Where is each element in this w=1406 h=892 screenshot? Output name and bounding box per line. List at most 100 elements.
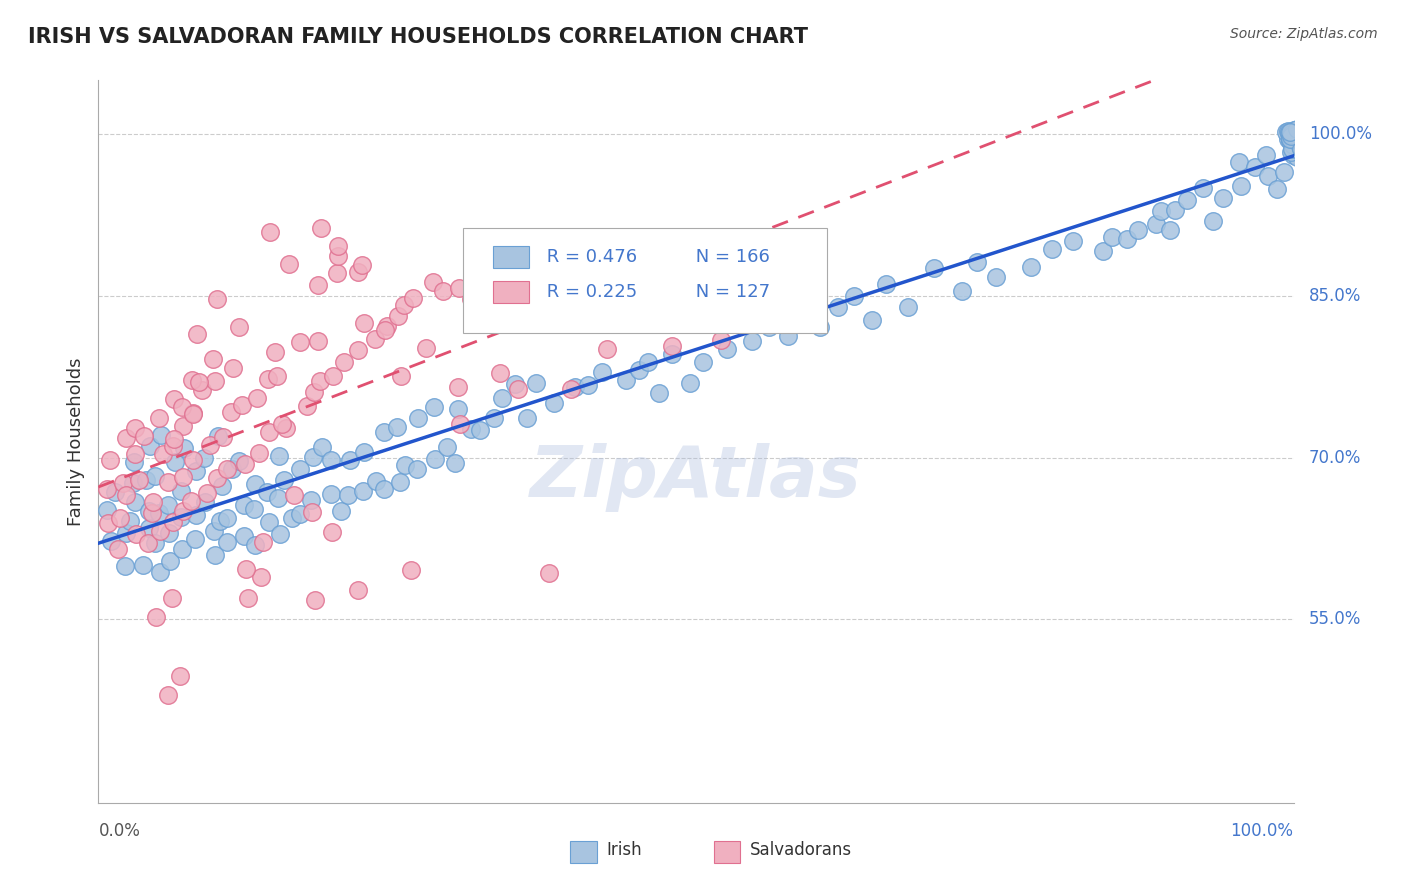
- Point: [138, 504, 160, 518]
- Text: 70.0%: 70.0%: [1309, 449, 1361, 467]
- Point: [267, 491, 290, 505]
- Point: [202, 524, 225, 538]
- Point: [423, 452, 446, 467]
- Point: [744, 258, 766, 272]
- Point: [235, 562, 257, 576]
- Point: [544, 282, 567, 296]
- Point: [311, 440, 333, 454]
- Point: [273, 473, 295, 487]
- Point: [553, 267, 575, 281]
- Point: [288, 462, 311, 476]
- Point: [301, 450, 323, 464]
- Point: [506, 382, 529, 396]
- Point: [389, 475, 412, 489]
- Point: [304, 593, 326, 607]
- Point: [115, 431, 138, 445]
- Point: [252, 534, 274, 549]
- Point: [1202, 214, 1225, 228]
- Point: [564, 380, 586, 394]
- Point: [827, 300, 849, 314]
- Point: [198, 438, 221, 452]
- Point: [860, 313, 883, 327]
- Point: [145, 610, 167, 624]
- Point: [1282, 123, 1305, 137]
- Point: [1289, 142, 1312, 156]
- Point: [321, 525, 343, 540]
- Point: [114, 559, 136, 574]
- Point: [1281, 126, 1303, 140]
- Point: [1282, 128, 1305, 143]
- Point: [257, 516, 280, 530]
- Point: [1062, 234, 1084, 248]
- Point: [125, 527, 148, 541]
- Point: [627, 363, 650, 377]
- Point: [449, 417, 471, 432]
- Text: IRISH VS SALVADORAN FAMILY HOUSEHOLDS CORRELATION CHART: IRISH VS SALVADORAN FAMILY HOUSEHOLDS CO…: [28, 27, 808, 46]
- Point: [626, 310, 648, 324]
- Point: [143, 468, 166, 483]
- Point: [808, 320, 831, 334]
- Text: Irish: Irish: [606, 841, 643, 859]
- Point: [271, 417, 294, 432]
- Point: [184, 464, 207, 478]
- FancyBboxPatch shape: [494, 246, 529, 268]
- Point: [184, 508, 207, 523]
- Point: [215, 462, 238, 476]
- Point: [1150, 204, 1173, 219]
- Point: [104, 485, 127, 500]
- Text: Salvadorans: Salvadorans: [749, 841, 852, 859]
- Text: 100.0%: 100.0%: [1309, 125, 1372, 144]
- Point: [489, 366, 512, 380]
- Point: [578, 378, 600, 392]
- Point: [519, 268, 541, 283]
- Point: [460, 422, 482, 436]
- Point: [1144, 217, 1167, 231]
- Point: [1091, 244, 1114, 259]
- Point: [170, 400, 193, 414]
- Point: [257, 425, 280, 439]
- Point: [195, 485, 218, 500]
- Point: [605, 241, 627, 255]
- Point: [243, 476, 266, 491]
- Point: [897, 300, 920, 314]
- Point: [392, 297, 415, 311]
- Point: [212, 430, 235, 444]
- Point: [141, 495, 163, 509]
- Point: [205, 292, 228, 306]
- Point: [170, 542, 193, 557]
- Point: [447, 379, 470, 393]
- Point: [1282, 125, 1305, 139]
- Point: [1159, 223, 1181, 237]
- Point: [149, 524, 172, 539]
- Point: [124, 421, 146, 435]
- Point: [307, 334, 329, 348]
- Point: [124, 447, 146, 461]
- Point: [415, 341, 437, 355]
- Text: 85.0%: 85.0%: [1309, 287, 1361, 305]
- Point: [173, 441, 195, 455]
- Point: [537, 566, 560, 581]
- Point: [1285, 150, 1308, 164]
- Point: [215, 535, 238, 549]
- Point: [188, 376, 211, 390]
- Point: [366, 474, 388, 488]
- Point: [236, 591, 259, 606]
- Point: [339, 453, 361, 467]
- Point: [148, 411, 170, 425]
- Point: [124, 495, 146, 509]
- Point: [96, 503, 118, 517]
- Text: 0.0%: 0.0%: [98, 822, 141, 840]
- Point: [163, 432, 186, 446]
- Point: [1278, 129, 1301, 144]
- Point: [758, 319, 780, 334]
- Point: [596, 342, 619, 356]
- Point: [159, 525, 181, 540]
- Point: [1212, 191, 1234, 205]
- Point: [446, 401, 468, 416]
- Point: [406, 462, 429, 476]
- Point: [112, 475, 135, 490]
- Point: [156, 688, 179, 702]
- Point: [385, 420, 408, 434]
- Point: [233, 529, 256, 543]
- Point: [444, 457, 467, 471]
